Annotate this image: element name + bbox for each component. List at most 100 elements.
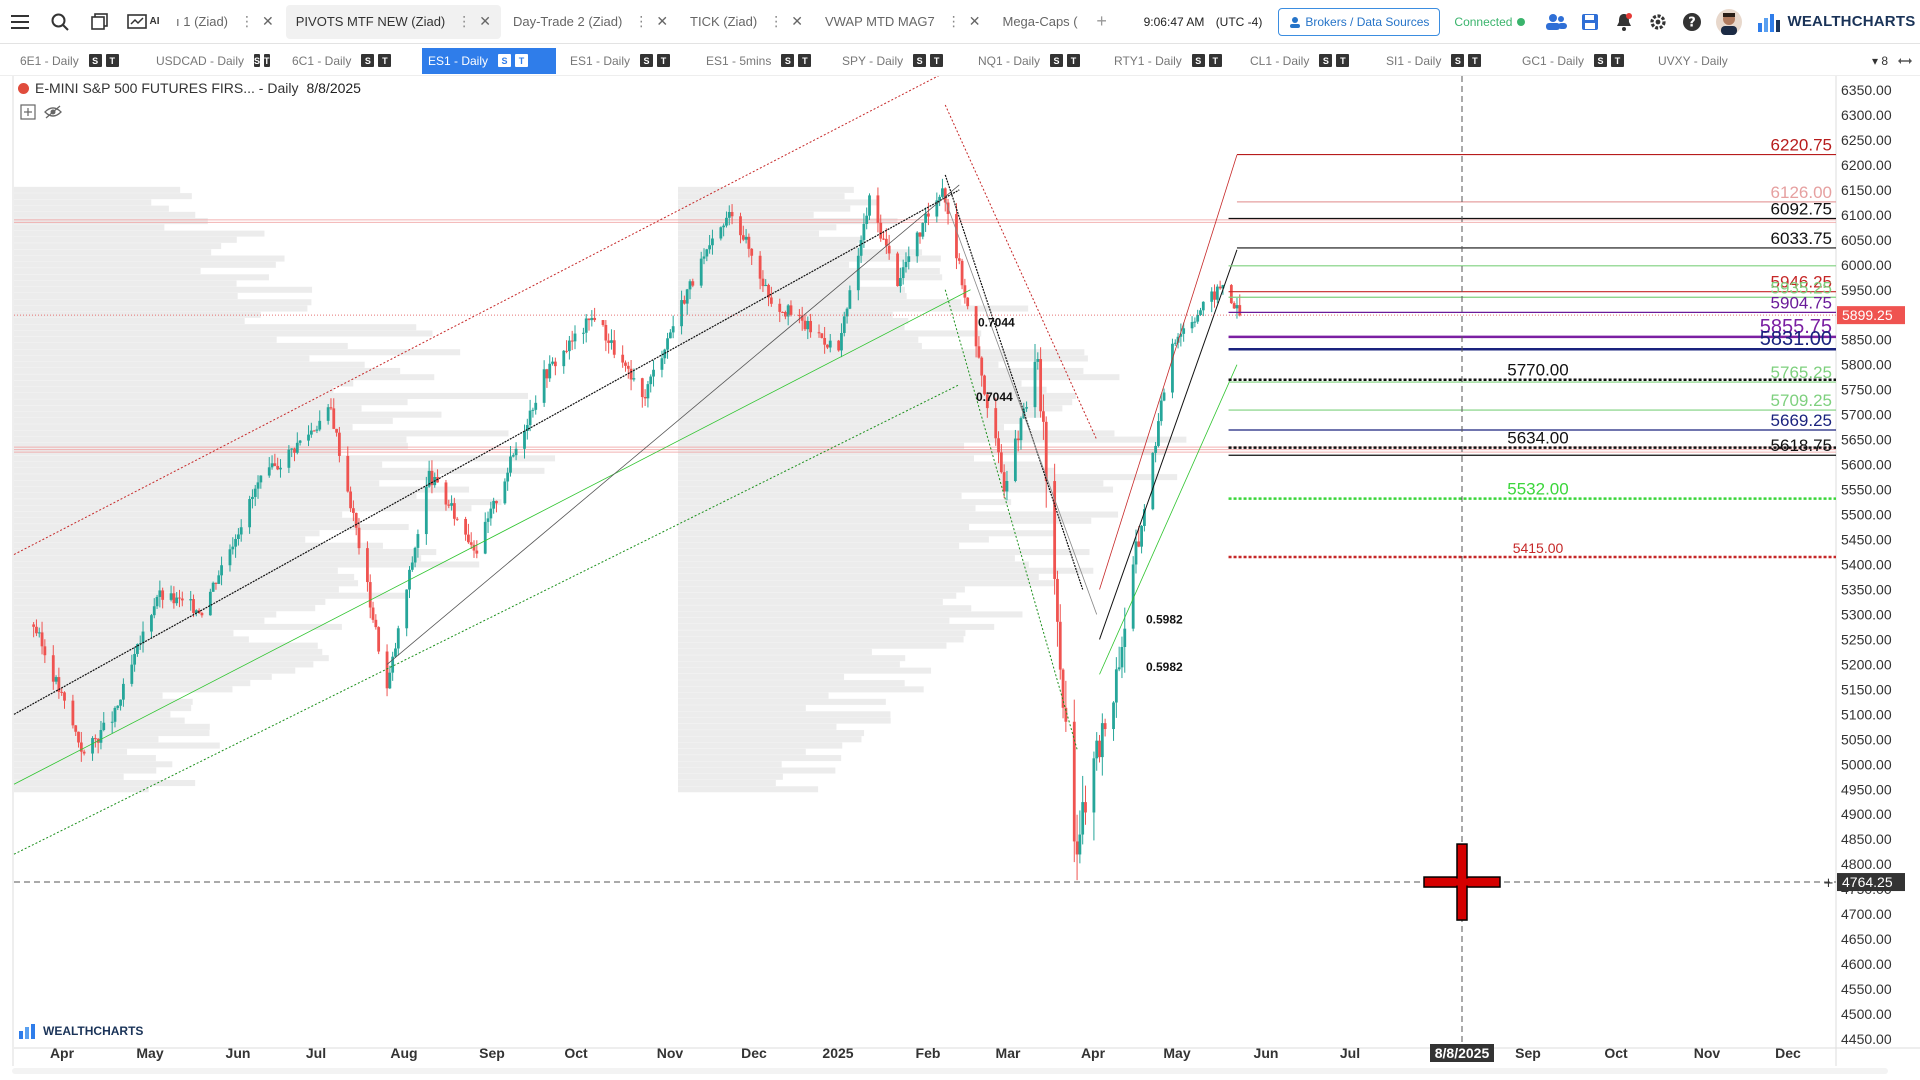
sync-time-icon[interactable]: T [1611, 54, 1625, 67]
candle-body [1002, 472, 1006, 492]
candle-body [882, 238, 885, 240]
sync-time-icon[interactable]: T [930, 54, 944, 67]
sync-time-icon[interactable]: T [264, 54, 270, 67]
symbol-tab-label: ES1 - Daily [570, 53, 631, 68]
volume-profile-bar [14, 417, 393, 424]
symbol-overflow-button[interactable]: ▾ 8 [1872, 52, 1914, 70]
menu-icon[interactable] [0, 0, 40, 44]
tab-tick[interactable]: TICK (Ziad) ⋮ ✕ [680, 5, 813, 39]
brokers-button[interactable]: Brokers / Data Sources [1278, 7, 1441, 36]
symbol-tab[interactable]: ES1 - 5mins S T [700, 48, 828, 74]
symbol-tab[interactable]: USDCAD - Daily S T [150, 48, 278, 74]
candle-body [287, 449, 291, 468]
kebab-icon[interactable]: ⋮ [457, 13, 472, 29]
symbol-tab[interactable]: ES1 - Daily S T [422, 47, 556, 74]
sync-symbol-icon[interactable]: S [1191, 54, 1205, 67]
close-icon[interactable]: ✕ [262, 13, 274, 29]
candle-body [783, 312, 787, 317]
symbol-tab[interactable]: SPY - Daily S T [836, 48, 964, 74]
symbol-tab[interactable]: NQ1 - Daily S T [972, 48, 1100, 74]
sync-time-icon[interactable]: T [1067, 54, 1081, 67]
sync-time-icon[interactable]: T [105, 54, 119, 67]
candle-body [548, 363, 552, 379]
symbol-tab[interactable]: GC1 - Daily S T [1516, 48, 1644, 74]
close-icon[interactable]: ✕ [968, 13, 981, 29]
candle-body [150, 615, 153, 632]
users-icon[interactable] [1539, 0, 1573, 44]
ai-chart-icon[interactable]: AI [120, 0, 166, 44]
help-icon[interactable]: ? [1675, 0, 1709, 44]
sync-symbol-icon[interactable]: S [1319, 54, 1333, 67]
sync-time-icon[interactable]: T [1468, 54, 1482, 67]
time-axis-tick: Apr [50, 1045, 75, 1061]
sync-symbol-icon[interactable]: S [361, 54, 375, 67]
sync-time-icon[interactable]: T [657, 54, 671, 67]
bell-icon[interactable] [1607, 0, 1641, 44]
add-indicator-icon[interactable] [20, 104, 36, 120]
candle-body [119, 699, 122, 706]
candle-body [955, 214, 958, 259]
candle-body [169, 593, 173, 600]
sync-symbol-icon[interactable]: S [1451, 54, 1465, 67]
tab-day-trade[interactable]: Day-Trade 2 (Ziad) ⋮ ✕ [503, 5, 678, 39]
save-icon[interactable] [1573, 0, 1607, 44]
tab-vwap[interactable]: VWAP MTD MAG7 ⋮ ✕ [815, 5, 991, 39]
layouts-icon[interactable] [80, 0, 120, 44]
sync-time-icon[interactable]: T [378, 54, 392, 67]
candle-body [220, 565, 223, 576]
gear-icon[interactable] [1641, 0, 1675, 44]
volume-profile-bar [14, 261, 276, 268]
volume-profile-bar [14, 761, 173, 768]
volume-profile-bar [14, 367, 401, 374]
sync-symbol-icon[interactable]: S [640, 54, 654, 67]
sync-symbol-icon[interactable]: S [254, 54, 261, 67]
chart-area[interactable]: 6220.75 6126.00 6092.75 6033.75 5946.25 5935.… [0, 76, 1920, 1074]
symbol-tab[interactable]: CL1 - Daily S T [1244, 48, 1372, 74]
volume-profile-bar [678, 280, 861, 287]
close-icon[interactable]: ✕ [479, 13, 491, 29]
kebab-icon[interactable]: ⋮ [240, 13, 255, 29]
candle-body [79, 742, 83, 752]
symbol-tab[interactable]: ES1 - Daily S T [564, 48, 692, 74]
sync-symbol-icon[interactable]: S [498, 54, 512, 67]
sync-time-icon[interactable]: T [1336, 54, 1350, 67]
sync-symbol-icon[interactable]: S [781, 54, 795, 67]
symbol-tab[interactable]: RTY1 - Daily S T [1108, 48, 1236, 74]
candle-body [828, 340, 832, 348]
candle-body [332, 408, 336, 429]
candle-body [1053, 481, 1057, 579]
horizontal-scrollbar[interactable] [12, 1068, 1888, 1074]
add-tab-button[interactable]: + [1090, 0, 1114, 44]
symbol-tab[interactable]: SI1 - Daily S T [1380, 48, 1508, 74]
search-icon[interactable] [40, 0, 80, 44]
avatar[interactable] [1709, 0, 1749, 44]
tab-mega-caps[interactable]: Mega-Caps ( [992, 5, 1087, 39]
kebab-icon[interactable]: ⋮ [769, 13, 784, 29]
close-icon[interactable]: ✕ [791, 13, 803, 29]
hide-eye-icon[interactable] [44, 104, 62, 120]
candle-body [862, 223, 866, 241]
sync-time-icon[interactable]: T [1208, 54, 1222, 67]
symbol-tab[interactable]: UVXY - Daily [1652, 48, 1780, 74]
close-icon[interactable]: ✕ [656, 13, 669, 29]
sync-symbol-icon[interactable]: S [1594, 54, 1608, 67]
candle-body [523, 430, 526, 449]
sync-time-icon[interactable]: T [798, 54, 812, 67]
tab-layout-1[interactable]: ı 1 (Ziad) ⋮ ✕ [166, 5, 284, 39]
pivot-level-label: 5831.00 [1760, 328, 1832, 350]
symbol-tab[interactable]: 6E1 - Daily S T [14, 48, 142, 74]
sync-symbol-icon[interactable]: S [913, 54, 927, 67]
volume-profile-bar [14, 205, 169, 212]
kebab-icon[interactable]: ⋮ [634, 13, 649, 29]
add-alert-plus-icon[interactable]: + [1823, 876, 1834, 891]
chart-title: E-MINI S&P 500 FUTURES FIRS... - Daily 8… [18, 80, 361, 96]
volume-profile-bar [678, 524, 970, 531]
candle-body [1218, 286, 1222, 289]
sync-time-icon[interactable]: T [515, 54, 529, 67]
sync-symbol-icon[interactable]: S [1050, 54, 1064, 67]
symbol-tab[interactable]: 6C1 - Daily S T [286, 48, 414, 74]
sync-symbol-icon[interactable]: S [88, 54, 102, 67]
kebab-icon[interactable]: ⋮ [946, 13, 961, 29]
tab-pivots-mtf[interactable]: PIVOTS MTF NEW (Ziad) ⋮ ✕ [285, 4, 501, 39]
